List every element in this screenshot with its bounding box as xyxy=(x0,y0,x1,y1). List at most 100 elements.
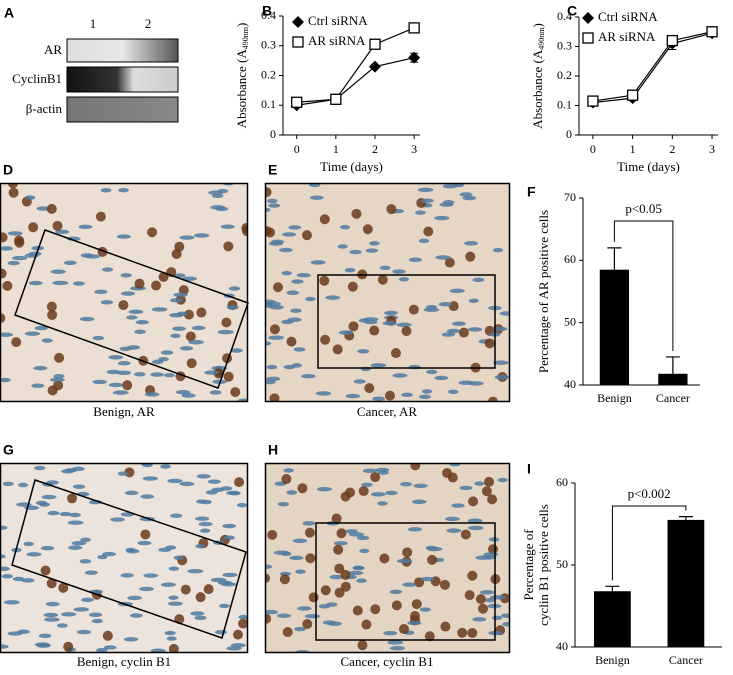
nucleus xyxy=(501,613,510,618)
x-axis-label: Time (days) xyxy=(617,159,680,174)
nucleus xyxy=(297,483,308,494)
nucleus xyxy=(488,537,500,542)
y-tick-label: 40 xyxy=(556,639,568,653)
nucleus xyxy=(21,578,35,583)
nucleus xyxy=(108,382,124,388)
nucleus xyxy=(448,389,459,395)
nucleus xyxy=(332,344,343,355)
nucleus xyxy=(144,392,160,397)
nucleus xyxy=(116,370,132,376)
marker xyxy=(587,95,599,107)
nucleus xyxy=(126,549,140,554)
nucleus xyxy=(370,492,386,497)
nucleus xyxy=(143,573,159,578)
nucleus xyxy=(210,577,227,583)
nucleus xyxy=(14,235,25,246)
nucleus xyxy=(339,225,351,230)
y-tick-label: 60 xyxy=(564,252,576,266)
nucleus xyxy=(221,317,232,328)
nucleus xyxy=(26,552,42,557)
nucleus xyxy=(120,273,132,278)
nucleus xyxy=(238,614,248,620)
nucleus xyxy=(356,535,370,541)
nucleus xyxy=(467,570,478,581)
nucleus xyxy=(134,278,145,289)
nucleus xyxy=(24,195,36,200)
nucleus xyxy=(408,527,422,532)
nucleus xyxy=(417,187,434,193)
nucleus xyxy=(282,232,297,237)
nucleus xyxy=(0,268,7,279)
nucleus xyxy=(481,486,492,497)
nucleus xyxy=(7,183,18,189)
nucleus xyxy=(220,486,233,491)
nucleus xyxy=(411,599,422,610)
nucleus xyxy=(345,487,356,498)
nucleus xyxy=(458,327,469,338)
y-axis-label-part: Absorbance (A xyxy=(234,49,249,129)
nucleus xyxy=(164,372,175,378)
nucleus xyxy=(304,614,321,619)
tissue-bg xyxy=(0,463,248,653)
region-box xyxy=(315,522,496,641)
nucleus xyxy=(458,380,474,385)
nucleus xyxy=(291,279,304,284)
nucleus xyxy=(133,372,146,377)
nucleus xyxy=(122,380,133,391)
nucleus xyxy=(117,471,129,476)
nucleus xyxy=(3,600,20,605)
x-tick-label: 0 xyxy=(294,142,300,156)
x-tick-label: Benign xyxy=(597,391,632,405)
marker xyxy=(582,32,594,44)
nucleus xyxy=(108,355,124,360)
y-tick-label: 0.3 xyxy=(557,38,572,52)
nucleus xyxy=(95,211,106,222)
x-tick-label: 1 xyxy=(333,142,339,156)
nucleus xyxy=(179,481,195,487)
nucleus xyxy=(479,590,495,595)
nucleus xyxy=(175,389,191,395)
nucleus xyxy=(203,584,214,595)
nucleus xyxy=(72,281,85,286)
nucleus xyxy=(439,579,450,590)
region-box xyxy=(11,479,247,639)
nucleus xyxy=(449,288,465,294)
nucleus xyxy=(222,572,238,578)
y-tick-label: 0 xyxy=(566,127,572,141)
nucleus xyxy=(269,393,280,402)
error-bar xyxy=(607,247,622,270)
nucleus xyxy=(102,630,113,641)
nucleus xyxy=(292,538,308,544)
nucleus xyxy=(340,569,351,580)
tissue-bg xyxy=(265,183,510,402)
nucleus xyxy=(459,192,473,197)
nucleus xyxy=(191,325,206,331)
nucleus xyxy=(349,249,362,255)
y-tick-label: 0.2 xyxy=(261,67,276,81)
nucleus xyxy=(418,238,430,244)
nucleus xyxy=(379,265,391,270)
nucleus xyxy=(79,559,92,564)
nucleus xyxy=(188,340,204,345)
nucleus xyxy=(402,547,413,558)
nucleus xyxy=(446,528,462,533)
panel-label: C xyxy=(567,3,577,19)
nucleus xyxy=(169,312,184,318)
nucleus xyxy=(185,331,196,342)
nucleus xyxy=(52,280,69,286)
nucleus xyxy=(123,637,139,642)
region-box xyxy=(317,274,496,369)
marker xyxy=(330,93,342,105)
nucleus xyxy=(475,594,486,605)
nucleus xyxy=(230,387,241,398)
nucleus xyxy=(340,581,351,592)
panel-label: E xyxy=(268,162,277,178)
nucleus xyxy=(494,374,510,380)
nucleus xyxy=(0,246,14,251)
nucleus xyxy=(487,396,498,402)
nucleus xyxy=(392,269,406,274)
nucleus xyxy=(47,385,58,396)
nucleus xyxy=(370,363,387,368)
nucleus xyxy=(348,321,359,332)
nucleus xyxy=(134,329,146,334)
